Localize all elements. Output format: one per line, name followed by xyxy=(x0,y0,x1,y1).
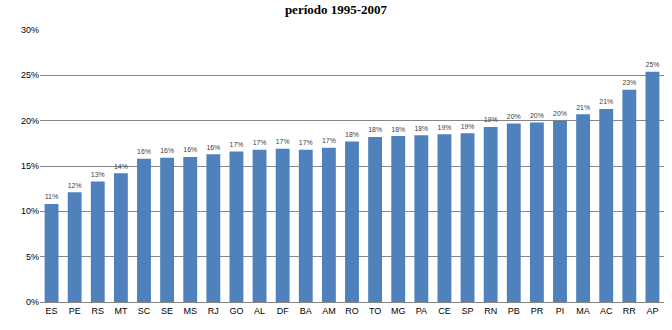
svg-text:18%: 18% xyxy=(391,126,405,133)
svg-text:18%: 18% xyxy=(345,131,359,138)
svg-text:SP: SP xyxy=(462,306,474,316)
svg-text:MT: MT xyxy=(114,306,127,316)
svg-text:20%: 20% xyxy=(530,112,544,119)
svg-text:RO: RO xyxy=(345,306,359,316)
svg-text:16%: 16% xyxy=(160,147,174,154)
svg-text:RJ: RJ xyxy=(208,306,219,316)
svg-text:SE: SE xyxy=(161,306,173,316)
svg-text:20%: 20% xyxy=(21,116,39,126)
svg-text:RN: RN xyxy=(484,306,497,316)
svg-text:14%: 14% xyxy=(114,163,128,170)
svg-text:PA: PA xyxy=(416,306,427,316)
svg-text:20%: 20% xyxy=(507,113,521,120)
svg-text:AP: AP xyxy=(646,306,658,316)
svg-text:DF: DF xyxy=(277,306,289,316)
svg-text:BA: BA xyxy=(300,306,312,316)
svg-text:PB: PB xyxy=(508,306,520,316)
svg-text:21%: 21% xyxy=(599,98,613,105)
svg-text:TO: TO xyxy=(369,306,381,316)
svg-text:19%: 19% xyxy=(438,124,452,131)
svg-text:20%: 20% xyxy=(553,110,567,117)
svg-text:17%: 17% xyxy=(253,139,267,146)
svg-text:10%: 10% xyxy=(21,206,39,216)
svg-text:17%: 17% xyxy=(230,141,244,148)
svg-text:30%: 30% xyxy=(21,25,39,35)
svg-text:período 1995-2007: período 1995-2007 xyxy=(285,2,388,17)
svg-text:PE: PE xyxy=(69,306,81,316)
svg-text:MS: MS xyxy=(183,306,197,316)
svg-text:25%: 25% xyxy=(21,70,39,80)
svg-text:17%: 17% xyxy=(276,138,290,145)
svg-text:GO: GO xyxy=(229,306,243,316)
svg-text:19%: 19% xyxy=(484,116,498,123)
svg-text:21%: 21% xyxy=(576,104,590,111)
svg-text:RS: RS xyxy=(92,306,105,316)
svg-text:16%: 16% xyxy=(137,148,151,155)
svg-text:AM: AM xyxy=(322,306,336,316)
svg-text:15%: 15% xyxy=(21,161,39,171)
svg-text:ES: ES xyxy=(46,306,58,316)
svg-text:AL: AL xyxy=(254,306,265,316)
svg-text:17%: 17% xyxy=(322,137,336,144)
svg-text:23%: 23% xyxy=(622,79,636,86)
svg-text:MG: MG xyxy=(391,306,406,316)
svg-text:16%: 16% xyxy=(183,146,197,153)
svg-text:19%: 19% xyxy=(461,123,475,130)
svg-text:AC: AC xyxy=(600,306,613,316)
svg-text:13%: 13% xyxy=(91,171,105,178)
svg-text:PR: PR xyxy=(531,306,544,316)
svg-text:0%: 0% xyxy=(26,297,39,307)
svg-text:CE: CE xyxy=(438,306,451,316)
svg-text:18%: 18% xyxy=(414,125,428,132)
svg-text:MA: MA xyxy=(576,306,590,316)
svg-text:16%: 16% xyxy=(206,144,220,151)
svg-text:17%: 17% xyxy=(299,139,313,146)
svg-text:25%: 25% xyxy=(646,61,660,68)
svg-text:18%: 18% xyxy=(368,126,382,133)
svg-text:RR: RR xyxy=(623,306,636,316)
svg-text:SC: SC xyxy=(138,306,151,316)
svg-text:11%: 11% xyxy=(45,192,59,201)
svg-text:PI: PI xyxy=(556,306,565,316)
svg-text:12%: 12% xyxy=(68,182,82,189)
svg-text:5%: 5% xyxy=(26,252,39,262)
